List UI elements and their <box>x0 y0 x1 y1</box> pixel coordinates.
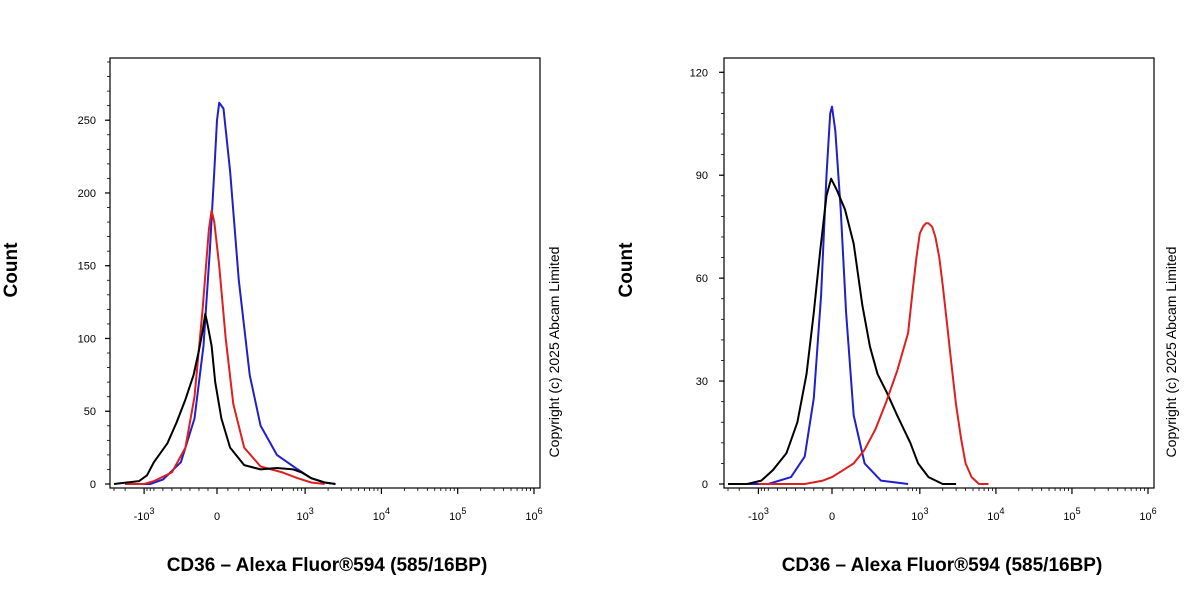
x-tick-label: 104 <box>987 506 1004 523</box>
x-tick-label: 105 <box>449 506 466 523</box>
x-tick-label: 0 <box>214 511 220 523</box>
x-ticks: -103 0 103 104 105 106 <box>113 488 543 523</box>
x-axis-title: CD36 – Alexa Fluor®594 (585/16BP) <box>167 555 488 576</box>
plot-frame <box>109 57 541 489</box>
histogram-series-line <box>113 312 336 485</box>
y-tick-label: 200 <box>78 188 96 200</box>
copyright-text: Copyright (c) 2025 Abcam Limited <box>1163 247 1179 458</box>
x-tick-label: -103 <box>748 506 769 523</box>
series-lines <box>113 101 336 485</box>
x-axis-title: CD36 – Alexa Fluor®594 (585/16BP) <box>782 555 1103 576</box>
series-lines <box>728 105 989 485</box>
y-axis-title: Count <box>616 242 637 298</box>
y-tick-label: 50 <box>84 406 96 418</box>
histogram-panel-right: 0 30 60 90 120 -103 0 103 104 105 106 Count CD36 … <box>616 57 1179 576</box>
x-tick-label: 0 <box>829 511 835 523</box>
y-tick-label: 100 <box>78 333 96 345</box>
x-tick-label: 105 <box>1063 506 1080 523</box>
x-tick-label: -103 <box>134 506 155 523</box>
histogram-series-line <box>125 101 336 485</box>
x-tick-label: 106 <box>1139 506 1156 523</box>
x-tick-label: 103 <box>296 506 313 523</box>
histogram-series-line <box>739 105 909 485</box>
x-tick-label: 103 <box>911 506 928 523</box>
y-tick-label: 150 <box>78 261 96 273</box>
histogram-series-line <box>125 209 325 485</box>
histogram-series-line <box>758 222 989 485</box>
y-tick-label: 90 <box>696 170 708 182</box>
y-tick-label: 30 <box>696 376 708 388</box>
plot-frame <box>723 57 1155 489</box>
histogram-series-line <box>728 177 957 485</box>
y-tick-label: 0 <box>90 479 96 491</box>
x-tick-label: 106 <box>525 506 542 523</box>
y-tick-label: 0 <box>702 479 708 491</box>
copyright-text: Copyright (c) 2025 Abcam Limited <box>546 247 562 458</box>
y-tick-label: 250 <box>78 115 96 127</box>
y-axis-title: Count <box>1 242 22 298</box>
y-tick-label: 120 <box>690 67 708 79</box>
y-ticks: 0 50 100 150 200 250 <box>78 61 110 491</box>
y-ticks: 0 30 60 90 120 <box>690 67 724 491</box>
x-ticks: -103 0 103 104 105 106 <box>727 488 1157 523</box>
x-tick-label: 104 <box>373 506 390 523</box>
y-tick-label: 60 <box>696 273 708 285</box>
